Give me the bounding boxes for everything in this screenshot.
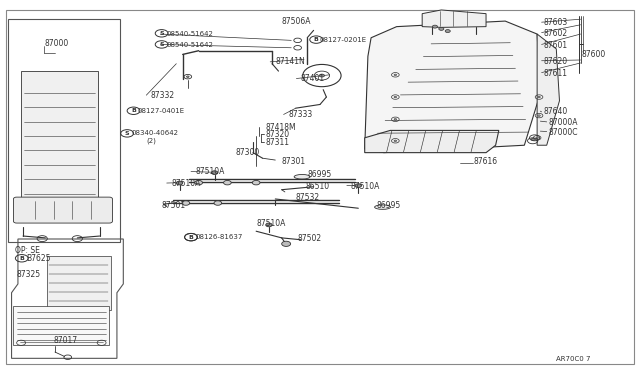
Circle shape: [319, 74, 324, 77]
Text: 87616: 87616: [473, 157, 497, 166]
Text: 87017: 87017: [53, 336, 77, 346]
Text: 87320: 87320: [266, 130, 290, 140]
Text: 87600: 87600: [582, 50, 606, 59]
Polygon shape: [537, 34, 559, 145]
Text: 87510A: 87510A: [351, 182, 380, 190]
Bar: [13, 307, 109, 345]
Circle shape: [394, 140, 397, 141]
Circle shape: [252, 180, 260, 185]
Bar: [47, 256, 111, 310]
Circle shape: [433, 25, 438, 28]
Ellipse shape: [374, 205, 390, 209]
Text: B: B: [131, 108, 136, 113]
Circle shape: [355, 184, 362, 187]
Text: 08540-51642: 08540-51642: [167, 31, 214, 37]
Text: 87332: 87332: [151, 91, 175, 100]
Text: 86995: 86995: [307, 170, 332, 179]
Circle shape: [531, 138, 535, 140]
Text: 87532: 87532: [296, 193, 320, 202]
Polygon shape: [422, 10, 486, 28]
Text: 87602: 87602: [543, 29, 568, 38]
Circle shape: [195, 180, 202, 185]
Text: 86510: 86510: [306, 182, 330, 190]
Text: (2): (2): [147, 138, 156, 144]
Text: B: B: [314, 37, 319, 42]
Text: 87510A: 87510A: [195, 167, 225, 176]
Text: 87325: 87325: [17, 270, 41, 279]
Text: 87601: 87601: [543, 41, 568, 50]
Text: 08127-0401E: 08127-0401E: [138, 108, 185, 114]
Circle shape: [394, 96, 397, 98]
Text: 87000C: 87000C: [548, 128, 578, 137]
Text: S: S: [159, 31, 164, 36]
Circle shape: [266, 223, 272, 227]
Text: 87301: 87301: [282, 157, 306, 166]
Text: 87418M: 87418M: [266, 123, 296, 132]
Text: 87311: 87311: [266, 138, 290, 147]
Polygon shape: [365, 131, 499, 153]
Circle shape: [439, 28, 444, 31]
Text: 87300: 87300: [236, 148, 260, 157]
Text: S: S: [159, 42, 164, 47]
Circle shape: [214, 201, 221, 205]
Bar: [8, 19, 120, 241]
FancyBboxPatch shape: [13, 197, 113, 223]
Bar: [21, 71, 98, 208]
Text: 08126-81637: 08126-81637: [195, 234, 243, 240]
Text: 87502: 87502: [298, 234, 322, 243]
Text: 87640: 87640: [543, 108, 568, 116]
Text: 87333: 87333: [288, 110, 312, 119]
Text: 87611: 87611: [543, 69, 568, 78]
Text: 87603: 87603: [543, 19, 568, 28]
Text: 87501: 87501: [162, 201, 186, 210]
Circle shape: [536, 137, 538, 138]
Text: 87620: 87620: [543, 57, 568, 66]
Circle shape: [182, 201, 189, 205]
Text: 86995: 86995: [376, 201, 401, 210]
Text: AR70C0 7: AR70C0 7: [556, 356, 591, 362]
Circle shape: [211, 171, 218, 174]
Circle shape: [445, 30, 451, 33]
Text: OP: SE: OP: SE: [15, 246, 40, 254]
Text: 08540-51642: 08540-51642: [167, 42, 214, 48]
Text: 87000A: 87000A: [548, 118, 578, 127]
Text: B7625: B7625: [26, 254, 51, 263]
Polygon shape: [12, 239, 124, 358]
Circle shape: [176, 181, 182, 185]
Circle shape: [282, 241, 291, 246]
Text: S: S: [125, 131, 129, 136]
Ellipse shape: [294, 174, 310, 179]
Text: 87401: 87401: [301, 74, 325, 83]
Circle shape: [186, 76, 189, 77]
Text: 87510A: 87510A: [172, 179, 201, 188]
Text: 08340-40642: 08340-40642: [132, 130, 179, 137]
Text: 87510A: 87510A: [256, 219, 285, 228]
Text: B: B: [19, 256, 24, 261]
Text: 08127-0201E: 08127-0201E: [320, 36, 367, 43]
Circle shape: [538, 96, 540, 98]
Circle shape: [394, 119, 397, 120]
Circle shape: [538, 115, 540, 116]
Text: B: B: [189, 235, 193, 240]
Circle shape: [394, 74, 397, 76]
Text: 87141N: 87141N: [275, 57, 305, 66]
Text: 87000: 87000: [44, 39, 68, 48]
Text: 87506A: 87506A: [282, 17, 311, 26]
Polygon shape: [365, 21, 540, 153]
Circle shape: [223, 180, 231, 185]
